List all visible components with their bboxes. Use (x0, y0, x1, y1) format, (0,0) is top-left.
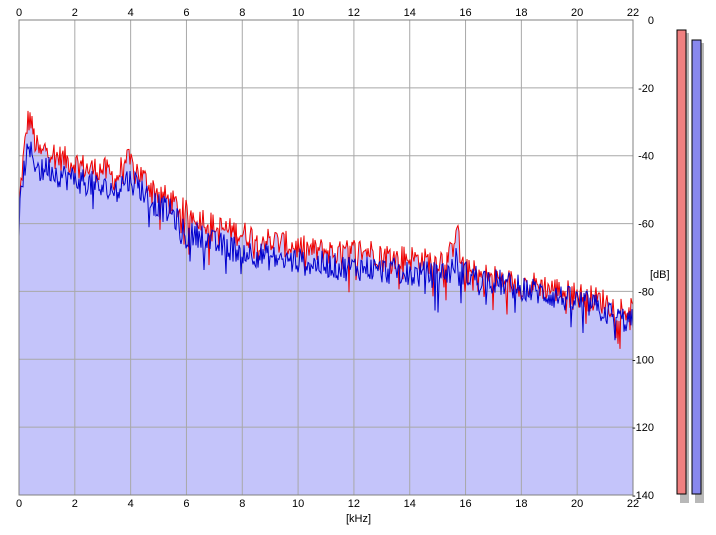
x-tick-label-bottom: 12 (348, 498, 360, 510)
plot-frame (18, 19, 634, 496)
y-tick-label: 0 (648, 15, 654, 27)
x-tick-label-bottom: 8 (239, 498, 245, 510)
x-tick-label-top: 8 (239, 7, 245, 19)
x-tick-label-bottom: 10 (292, 498, 304, 510)
series-lines (18, 110, 634, 349)
x-tick-label-top: 22 (627, 7, 639, 19)
level-meters (676, 29, 704, 503)
x-tick-label-bottom: 4 (128, 498, 134, 510)
x-tick-label-top: 10 (292, 7, 304, 19)
x-axis-unit: [kHz] (346, 513, 371, 525)
x-tick-label-bottom: 22 (627, 498, 639, 510)
x-tick-label-top: 16 (459, 7, 471, 19)
x-tick-label-top: 12 (348, 7, 360, 19)
x-tick-label-bottom: 2 (72, 498, 78, 510)
x-ticks-top: 0 2 4 6 8 10 12 14 16 18 20 22 (16, 7, 639, 19)
x-tick-label-bottom: 14 (404, 498, 416, 510)
y-tick-label: -140 (632, 490, 654, 502)
meter-right (691, 39, 702, 495)
x-tick-label-top: 18 (515, 7, 527, 19)
x-tick-label-bottom: 18 (515, 498, 527, 510)
y-tick-label: -40 (638, 151, 654, 163)
y-tick-label: -60 (638, 219, 654, 231)
x-tick-label-bottom: 16 (459, 498, 471, 510)
x-tick-label-bottom: 6 (183, 498, 189, 510)
x-tick-label-top: 6 (183, 7, 189, 19)
x-ticks-bottom: 0 2 4 6 8 10 12 14 16 18 20 22 (16, 498, 639, 510)
x-tick-label-bottom: 0 (16, 498, 22, 510)
x-tick-label-top: 14 (404, 7, 416, 19)
x-tick-label-bottom: 20 (571, 498, 583, 510)
x-tick-label-top: 2 (72, 7, 78, 19)
x-tick-label-top: 4 (128, 7, 134, 19)
y-tick-label: -80 (638, 286, 654, 298)
y-tick-label: -120 (632, 422, 654, 434)
y-tick-label: -100 (632, 354, 654, 366)
y-ticks-right: 0 -20 -40 -60 -80 -100 -120 -140 (632, 15, 654, 502)
x-tick-label-top: 0 (16, 7, 22, 19)
meter-left (676, 29, 687, 495)
series-line-right (18, 141, 634, 341)
x-tick-label-top: 20 (571, 7, 583, 19)
y-tick-label: -20 (638, 83, 654, 95)
y-axis-unit: [dB] (650, 269, 670, 281)
